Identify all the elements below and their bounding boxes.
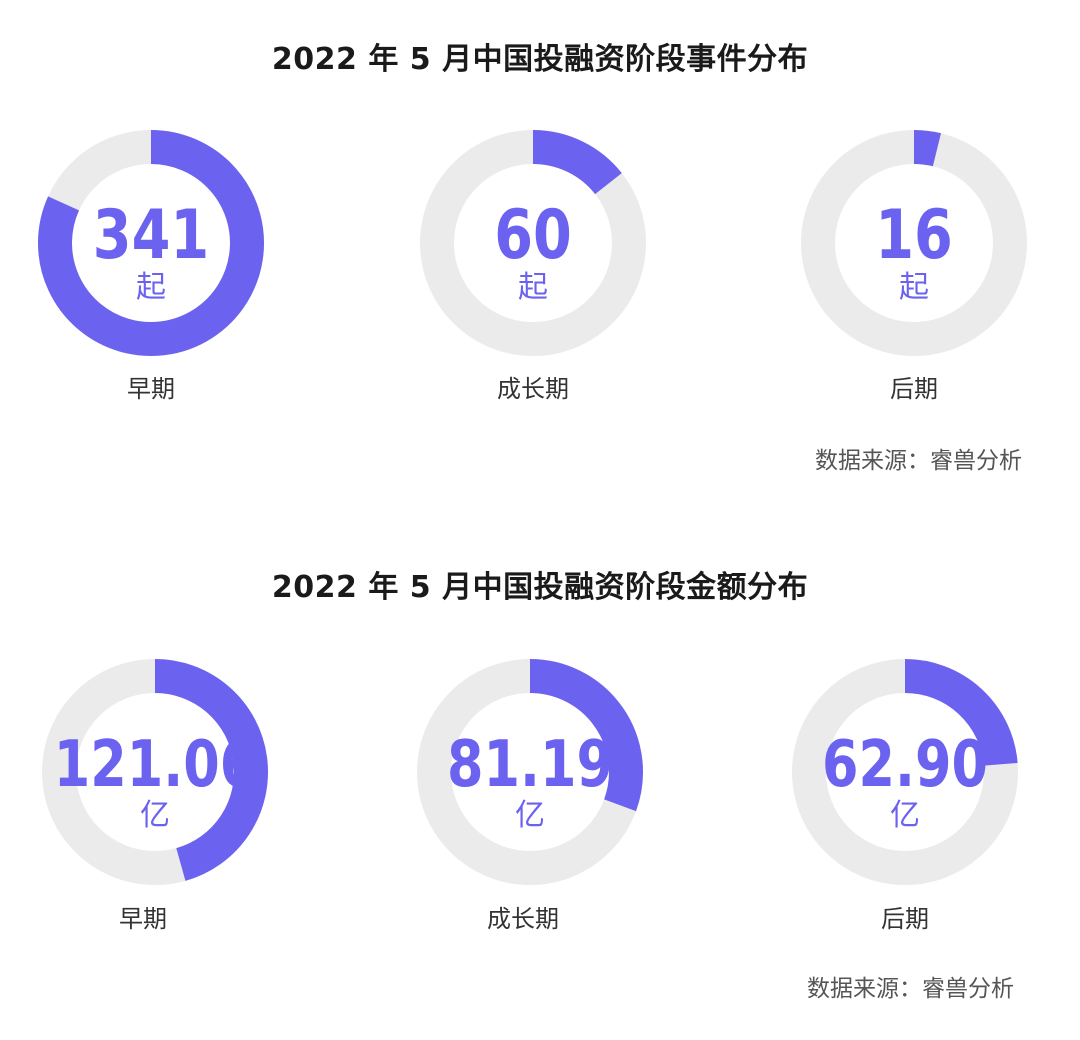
data-label-unit: 亿 (890, 798, 920, 833)
source-note: 数据来源：睿兽分析 (815, 448, 1022, 474)
donut-segment (529, 659, 643, 812)
donut-events-early (38, 130, 264, 356)
donut-amounts-growth (417, 659, 643, 885)
donut-segment (532, 130, 622, 195)
donut-events-growth (420, 130, 646, 356)
donut-events-late (801, 130, 1027, 356)
source-note: 数据来源：睿兽分析 (807, 976, 1014, 1002)
category-label: 成长期 (487, 905, 559, 933)
donut-amounts-late (792, 659, 1018, 885)
data-label-unit: 起 (518, 270, 548, 305)
data-label-unit: 起 (136, 270, 166, 305)
donut-segment (154, 659, 268, 881)
data-label-unit: 亿 (515, 798, 545, 833)
chart-title: 2022 年 5 月中国投融资阶段事件分布 (271, 42, 809, 77)
donut-segment (913, 130, 941, 167)
data-label-value: 81.19 (447, 728, 613, 802)
chart-events: 2022 年 5 月中国投融资阶段事件分布 341 起 早期 60 起 成长期 … (0, 0, 1080, 500)
category-label: 后期 (890, 375, 938, 403)
category-label: 早期 (127, 375, 175, 403)
donut-amounts-early (42, 659, 268, 885)
data-label-value: 62.90 (822, 728, 988, 802)
data-label-unit: 起 (899, 270, 929, 305)
data-label-value: 16 (875, 196, 953, 275)
donut-segment (904, 659, 1018, 767)
data-label-value: 341 (92, 196, 210, 275)
category-label: 早期 (119, 905, 167, 933)
donut-segment (38, 130, 264, 356)
data-label-unit: 亿 (140, 798, 170, 833)
chart-amounts: 2022 年 5 月中国投融资阶段金额分布 121.06 亿 早期 81.19 … (0, 530, 1080, 1040)
category-label: 成长期 (497, 375, 569, 403)
data-label-value: 60 (494, 196, 572, 275)
category-label: 后期 (881, 905, 929, 933)
chart-title: 2022 年 5 月中国投融资阶段金额分布 (271, 570, 809, 605)
data-label-value: 121.06 (53, 728, 257, 802)
